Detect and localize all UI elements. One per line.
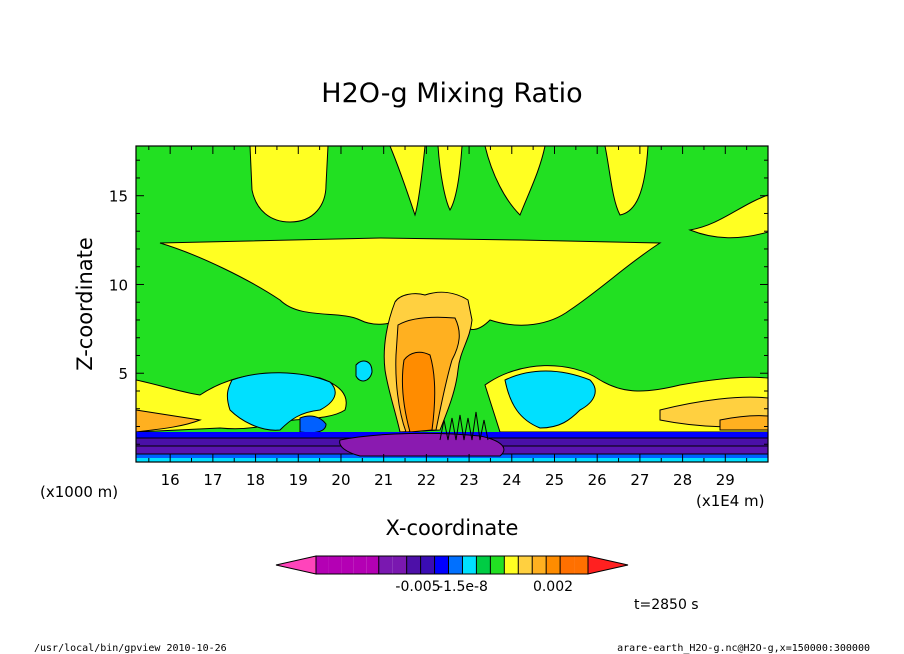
colorbar-tick-label: -1.5e-8: [438, 579, 488, 595]
low-orange-right2: [719, 415, 768, 431]
x-tick-label: 19: [289, 471, 308, 489]
plot-frame: [135, 145, 769, 463]
colorbar-ticks: -0.005-1.5e-8 0.002: [395, 579, 573, 595]
low-cyan-left: [226, 372, 336, 431]
colorbar-swatch: [546, 556, 561, 574]
x-tick-label: 20: [331, 471, 350, 489]
x-tick-label: 17: [203, 471, 222, 489]
upper-yellow-center2: [437, 146, 463, 212]
colorbar-swatch: [434, 556, 449, 574]
upper-yellow-edge: [688, 194, 768, 239]
colorbar: [275, 555, 629, 575]
surface-purple-bump: [339, 432, 505, 457]
x-tick-label: 28: [673, 471, 692, 489]
x-tick-label: 18: [246, 471, 265, 489]
colorbar-swatch: [341, 556, 354, 574]
chart-title: H2O-g Mixing Ratio: [321, 78, 582, 109]
colorbar-left-arrow: [275, 555, 317, 575]
plot-area: [135, 145, 769, 463]
footer-left: /usr/local/bin/gpview 2010-10-26: [34, 643, 227, 654]
low-cyan-right: [504, 370, 596, 429]
small-cyan: [355, 360, 373, 382]
upper-yellow-left: [249, 146, 329, 223]
colorbar-tick-label: 0.002: [533, 579, 573, 595]
colorbar-swatch: [490, 556, 505, 574]
y-axis: 5 10 15: [109, 159, 768, 445]
y-tick-label: 15: [109, 188, 128, 206]
colorbar-right-arrow: [587, 555, 629, 575]
colorbar-swatch: [532, 556, 547, 574]
upper-yellow-right2: [604, 146, 649, 216]
colorbar-swatch: [448, 556, 463, 574]
colorbar-swatch: [328, 556, 342, 574]
colorbar-swatch: [574, 556, 588, 574]
x-tick-label: 21: [374, 471, 393, 489]
x-axis-label: X-coordinate: [386, 516, 519, 540]
x-tick-label: 26: [588, 471, 607, 489]
x-tick-label: 24: [502, 471, 521, 489]
y-tick-label: 10: [109, 276, 128, 294]
colorbar-swatch: [462, 556, 477, 574]
colorbar-swatch: [316, 556, 329, 574]
y-unit-label: (x1000 m): [40, 483, 118, 501]
convective-roots: [439, 411, 489, 441]
colorbar-swatch: [378, 556, 393, 574]
x-unit-label: (x1E4 m): [696, 492, 765, 510]
colorbar-swatch: [504, 556, 519, 574]
x-tick-label: 22: [417, 471, 436, 489]
colorbar-swatch: [353, 556, 367, 574]
x-axis: 16 17 18 19 20 21 22 23 24 25 26 27 28 29: [148, 146, 748, 489]
surface-band-5: [136, 458, 768, 462]
x-tick-label: 23: [460, 471, 479, 489]
x-tick-label: 27: [630, 471, 649, 489]
y-tick-label: 5: [118, 365, 128, 383]
colorbar-swatch: [366, 556, 379, 574]
x-tick-label: 25: [545, 471, 564, 489]
colorbar-swatch: [560, 556, 575, 574]
colorbar-swatch: [420, 556, 435, 574]
time-label: t=2850 s: [634, 597, 699, 613]
colorbar-swatch: [476, 556, 491, 574]
colorbar-tick-label: -0.005: [395, 579, 440, 595]
colorbar-swatch: [392, 556, 407, 574]
core-inner: [401, 351, 436, 433]
x-tick-label: 29: [716, 471, 735, 489]
colorbar-swatch: [406, 556, 421, 574]
footer-right: arare-earth_H2O-g.nc@H2O-g,x=150000:3000…: [617, 643, 870, 654]
y-axis-label: Z-coordinate: [73, 237, 97, 371]
upper-yellow-center: [389, 146, 426, 217]
upper-yellow-right1: [484, 146, 546, 216]
low-orange-left: [136, 409, 202, 433]
x-tick-label: 16: [161, 471, 180, 489]
colorbar-swatch: [518, 556, 533, 574]
